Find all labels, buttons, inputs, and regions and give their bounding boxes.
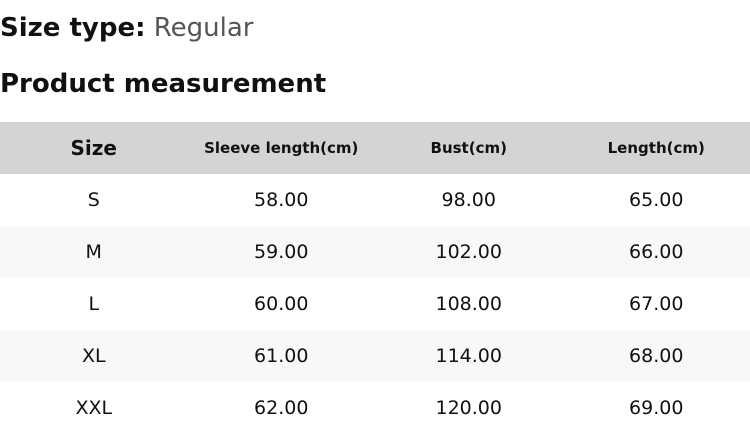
size-type-value: Regular xyxy=(153,13,254,43)
cell-sleeve-length: 61.00 xyxy=(254,345,309,367)
table-row: S 58.00 98.00 65.00 xyxy=(0,174,750,226)
size-type: Size type: Regular xyxy=(0,12,253,44)
table-row: XL 61.00 114.00 68.00 xyxy=(0,330,750,382)
cell-length: 67.00 xyxy=(629,293,684,315)
size-type-label: Size type: xyxy=(0,13,146,43)
measurement-table: Size Sleeve length(cm) Bust(cm) Length(c… xyxy=(0,122,750,434)
cell-size: S xyxy=(87,189,100,211)
cell-bust: 120.00 xyxy=(435,397,502,419)
cell-sleeve-length: 59.00 xyxy=(254,241,309,263)
table-header-row: Size Sleeve length(cm) Bust(cm) Length(c… xyxy=(0,122,750,174)
cell-bust: 98.00 xyxy=(441,189,496,211)
cell-bust: 102.00 xyxy=(435,241,502,263)
cell-size: XXL xyxy=(75,397,113,419)
cell-sleeve-length: 62.00 xyxy=(254,397,309,419)
header-size: Size xyxy=(70,136,117,160)
cell-size: XL xyxy=(81,345,106,367)
table-row: M 59.00 102.00 66.00 xyxy=(0,226,750,278)
cell-size: M xyxy=(85,241,102,263)
cell-sleeve-length: 60.00 xyxy=(254,293,309,315)
cell-length: 69.00 xyxy=(629,397,684,419)
table-row: L 60.00 108.00 67.00 xyxy=(0,278,750,330)
header-sleeve-length: Sleeve length(cm) xyxy=(204,139,359,157)
cell-length: 68.00 xyxy=(629,345,684,367)
header-length: Length(cm) xyxy=(607,139,705,157)
cell-length: 65.00 xyxy=(629,189,684,211)
cell-bust: 108.00 xyxy=(435,293,502,315)
cell-size: L xyxy=(88,293,100,315)
cell-sleeve-length: 58.00 xyxy=(254,189,309,211)
cell-length: 66.00 xyxy=(629,241,684,263)
table-row: XXL 62.00 120.00 69.00 xyxy=(0,382,750,434)
header-bust: Bust(cm) xyxy=(430,139,507,157)
section-title: Product measurement xyxy=(0,69,327,99)
cell-bust: 114.00 xyxy=(435,345,502,367)
